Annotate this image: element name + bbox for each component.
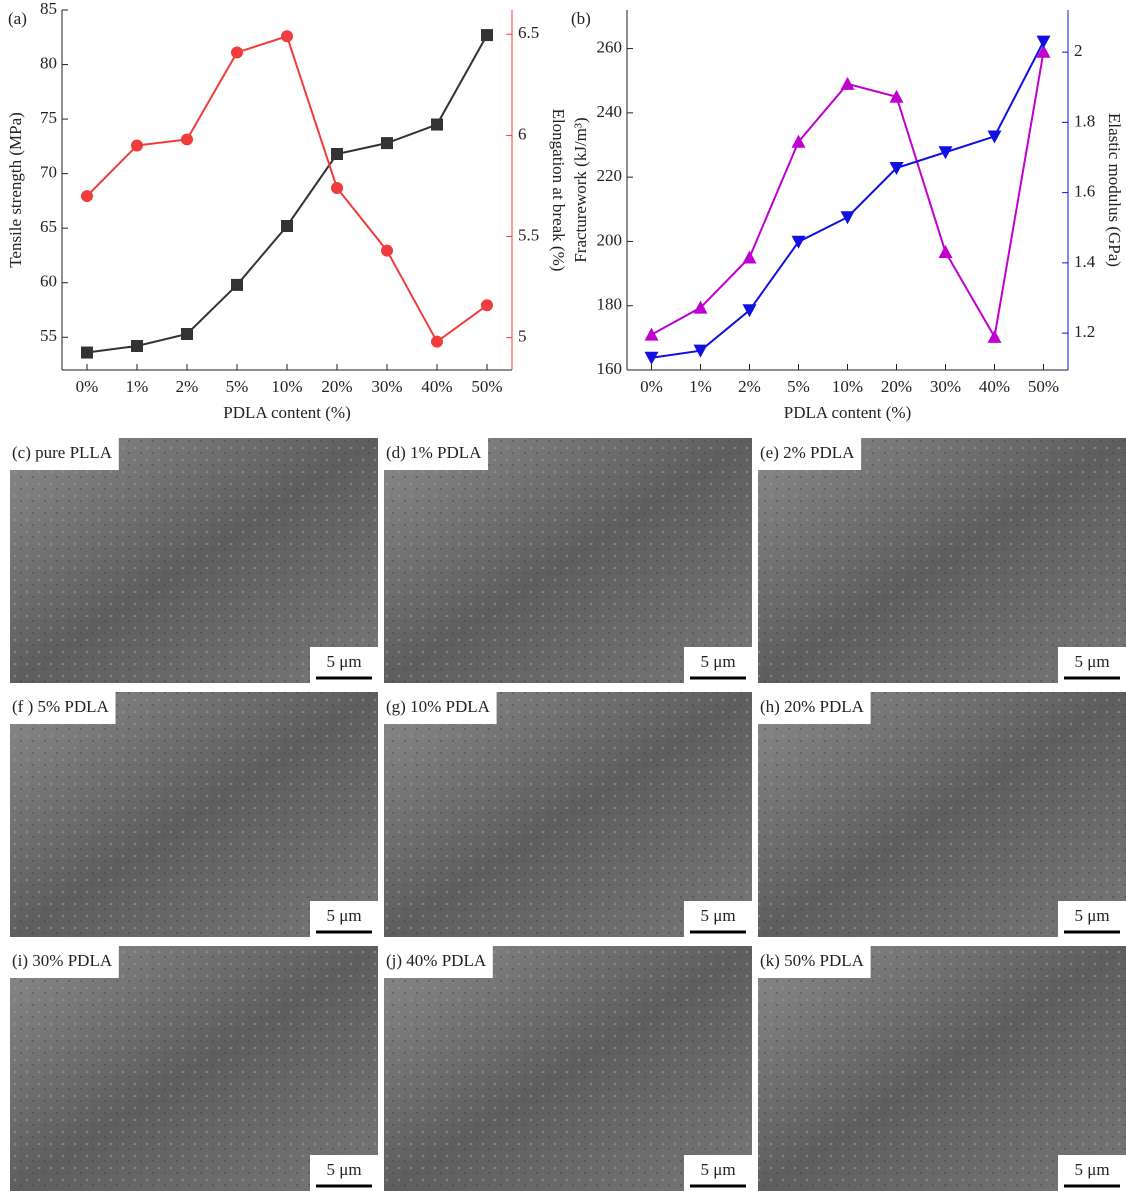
y2-tick-label: 1.6 [1074,182,1095,201]
y2-tick-label: 1.4 [1074,252,1096,271]
panel-label: (k) 50% PDLA [760,951,865,970]
scale-bar-label: 5 μm [326,652,361,671]
scale-bar-label: 5 μm [1074,906,1109,925]
x-tick-label: 2% [176,377,199,396]
y2-axis-title: Elongation at break (%) [549,109,568,272]
sem-texture [758,946,1126,1191]
marker [231,46,243,58]
y-tick-label: 60 [40,272,57,291]
x-tick-label: 0% [640,377,663,396]
marker [81,190,93,202]
y2-tick-label: 5 [518,327,527,346]
marker [231,279,243,291]
panel-label: (f ) 5% PDLA [12,697,110,716]
y2-tick-label: 1.2 [1074,322,1095,341]
scale-bar-label: 5 μm [326,1160,361,1179]
marker [281,30,293,42]
panel-label: (d) 1% PDLA [386,443,482,462]
y2-tick-label: 6.5 [518,23,539,42]
figure: (a)5560657075808555.566.50%1%2%5%10%20%3… [0,0,1126,1191]
y2-tick-label: 2 [1074,41,1083,60]
y-tick-label: 200 [597,230,623,249]
marker [281,220,293,232]
x-tick-label: 20% [881,377,912,396]
sem-texture [758,692,1126,937]
panel-label: (g) 10% PDLA [386,697,491,716]
panel-label: (e) 2% PDLA [760,443,855,462]
y-tick-label: 160 [597,359,623,378]
x-tick-label: 40% [421,377,452,396]
marker [431,119,443,131]
sem-texture [384,692,752,937]
y-tick-label: 220 [597,166,623,185]
panel-label: (b) [571,9,591,28]
x-tick-label: 0% [76,377,99,396]
marker [481,299,493,311]
x-tick-label: 20% [321,377,352,396]
marker [131,340,143,352]
x-axis-title: PDLA content (%) [784,403,911,422]
y-tick-label: 70 [40,163,57,182]
scale-bar-label: 5 μm [326,906,361,925]
sem-texture [10,946,378,1191]
y2-axis-title: Elastic modulus (GPa) [1105,113,1124,267]
x-tick-label: 30% [930,377,961,396]
sem-texture [10,692,378,937]
y-tick-label: 85 [40,0,57,18]
x-tick-label: 2% [738,377,761,396]
x-tick-label: 50% [471,377,502,396]
y2-tick-label: 5.5 [518,225,539,244]
marker [81,347,93,359]
sem-texture [758,438,1126,683]
y-tick-label: 55 [40,326,57,345]
marker [131,140,143,152]
panel-label: (h) 20% PDLA [760,697,865,716]
x-tick-label: 5% [226,377,249,396]
panel-label: (a) [8,9,27,28]
marker [381,245,393,257]
y2-tick-label: 6 [518,124,527,143]
marker [381,137,393,149]
y-tick-label: 180 [597,295,623,314]
y2-tick-label: 1.8 [1074,111,1095,130]
x-tick-label: 1% [126,377,149,396]
marker [331,182,343,194]
scale-bar-label: 5 μm [700,652,735,671]
panel-label: (c) pure PLLA [12,443,113,462]
marker [331,148,343,160]
x-tick-label: 50% [1028,377,1059,396]
sem-texture [10,438,378,683]
x-tick-label: 5% [787,377,810,396]
y-tick-label: 65 [40,217,57,236]
scale-bar-label: 5 μm [700,1160,735,1179]
panel-label: (j) 40% PDLA [386,951,487,970]
sem-texture [384,946,752,1191]
scale-bar-label: 5 μm [1074,652,1109,671]
scale-bar-label: 5 μm [1074,1160,1109,1179]
y-tick-label: 80 [40,53,57,72]
sem-texture [384,438,752,683]
x-tick-label: 10% [271,377,302,396]
y-axis-title: Fracturework (kJ/m³) [571,117,590,262]
y-tick-label: 260 [597,37,623,56]
x-tick-label: 30% [371,377,402,396]
x-tick-label: 10% [832,377,863,396]
marker [181,328,193,340]
panel-label: (i) 30% PDLA [12,951,113,970]
marker [481,29,493,41]
marker [431,336,443,348]
x-tick-label: 1% [689,377,712,396]
y-axis-title: Tensile strength (MPa) [6,112,25,268]
y-tick-label: 75 [40,108,57,127]
x-tick-label: 40% [979,377,1010,396]
scale-bar-label: 5 μm [700,906,735,925]
marker [181,133,193,145]
x-axis-title: PDLA content (%) [223,403,350,422]
y-tick-label: 240 [597,102,623,121]
